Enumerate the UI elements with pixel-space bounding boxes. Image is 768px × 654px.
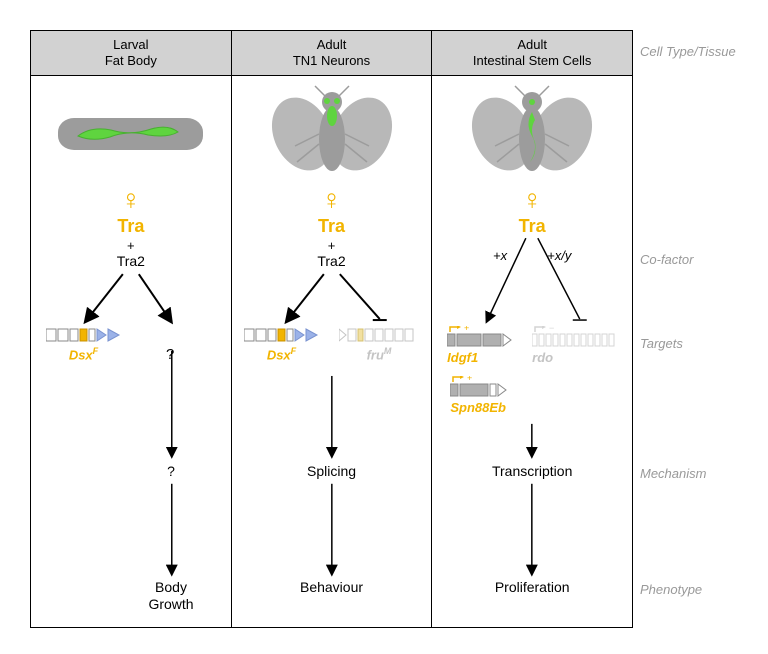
dsx-schema-icon (244, 326, 319, 344)
targets-row: DsxF fruM (232, 326, 432, 362)
fly-icon (467, 84, 597, 184)
svg-text:+: + (467, 376, 472, 383)
col-body: ♀ Tra + Tra2 (31, 76, 231, 626)
idgf1-schema-icon: + (447, 326, 512, 348)
gene-fru: fruM (339, 326, 419, 362)
plus-sign: + (232, 238, 432, 253)
dsx-schema-icon (46, 326, 121, 344)
mechanism-q: ? (146, 463, 196, 479)
targets-row2: + Spn88Eb (432, 376, 632, 415)
col-header: Larval Fat Body (31, 31, 231, 76)
larva-green-icon (76, 124, 181, 142)
fly-icon (267, 84, 397, 184)
column-intestinal-stem-cells: Adult Intestinal Stem Cells (432, 31, 632, 627)
gene-label-spn: Spn88Eb (450, 400, 506, 415)
svg-text:+: + (464, 326, 469, 333)
gene-label-fru: fruM (367, 346, 392, 362)
spn-schema-icon: + (450, 376, 518, 398)
gene-rdo: − rdo (532, 326, 617, 365)
gene-dsx: DsxF (244, 326, 319, 362)
tra-label: Tra (232, 216, 432, 237)
phenotype-label: Behaviour (232, 579, 432, 595)
female-symbol-icon: ♀ (31, 186, 231, 214)
tra-label: Tra (31, 216, 231, 237)
cofactor-split: +x +x/y (432, 248, 632, 263)
phenotype-label: Proliferation (432, 579, 632, 595)
column-larval-fat-body: Larval Fat Body ♀ Tra + Tra2 (31, 31, 232, 627)
col-header: Adult TN1 Neurons (232, 31, 432, 76)
phenotype-label: Body Growth (131, 579, 211, 613)
gene-dsx: DsxF (46, 326, 121, 363)
cofactor-label: Tra2 (232, 253, 432, 269)
fru-schema-icon (339, 326, 419, 344)
rdo-schema-icon: − (532, 326, 617, 348)
cofactor-label: Tra2 (31, 253, 231, 269)
header-line1: Adult (317, 37, 347, 53)
targets-row: + Idgf1 − (432, 326, 632, 365)
tra-label: Tra (432, 216, 632, 237)
side-label-targets: Targets (640, 336, 683, 351)
col-header: Adult Intestinal Stem Cells (432, 31, 632, 76)
diagram-grid: Larval Fat Body ♀ Tra + Tra2 (30, 30, 633, 628)
cofactor-left: +x (493, 248, 507, 263)
gene-label-rdo: rdo (532, 350, 553, 365)
fly-illustration (232, 86, 432, 181)
gene-label-dsx: DsxF (267, 346, 296, 362)
female-symbol-icon: ♀ (432, 186, 632, 214)
col-body: ♀ Tra +x +x/y (432, 76, 632, 626)
fly-illustration (432, 86, 632, 181)
header-line2: Intestinal Stem Cells (473, 53, 592, 69)
mechanism-label: Splicing (232, 463, 432, 479)
side-label-cofactor: Co-factor (640, 252, 693, 267)
gene-spn88eb: + Spn88Eb (450, 376, 518, 415)
cofactor-right: +x/y (547, 248, 571, 263)
mechanism-label: Transcription (432, 463, 632, 479)
targets-row: DsxF ? (31, 326, 231, 363)
header-line2: TN1 Neurons (293, 53, 370, 69)
gene-idgf1: + Idgf1 (447, 326, 512, 365)
column-tn1-neurons: Adult TN1 Neurons (232, 31, 433, 627)
header-line1: Larval (113, 37, 148, 53)
larva-shape (58, 118, 203, 150)
col-body: ♀ Tra + Tra2 (232, 76, 432, 626)
header-line2: Fat Body (105, 53, 157, 69)
target-right-q: ? (166, 326, 174, 363)
header-line1: Adult (517, 37, 547, 53)
svg-text:−: − (549, 326, 554, 333)
larva-illustration (31, 86, 231, 181)
gene-label-dsx: DsxF (69, 346, 98, 362)
side-label-celltype: Cell Type/Tissue (640, 44, 736, 59)
plus-sign: + (31, 238, 231, 253)
side-label-mechanism: Mechanism (640, 466, 706, 481)
gene-label-idgf1: Idgf1 (447, 350, 478, 365)
female-symbol-icon: ♀ (232, 186, 432, 214)
side-label-phenotype: Phenotype (640, 582, 702, 597)
